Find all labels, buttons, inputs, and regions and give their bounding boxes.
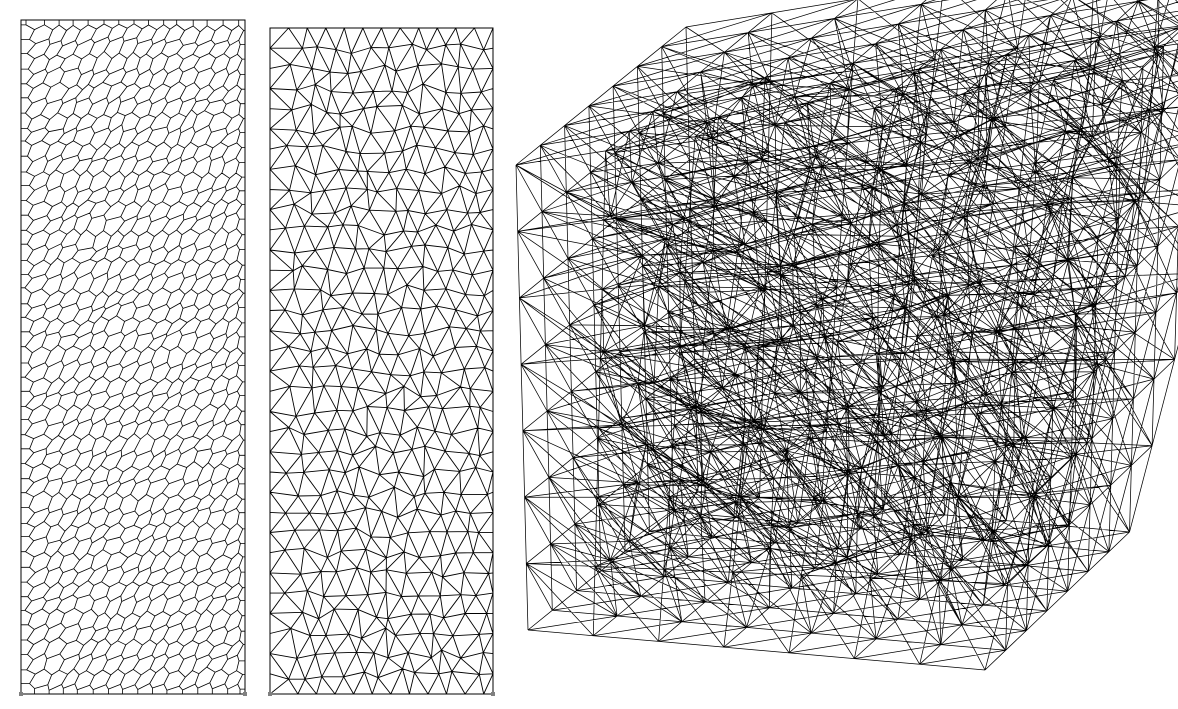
corner-marker xyxy=(268,692,272,696)
triangle-mesh-panel xyxy=(268,27,495,696)
triangle-mesh-boundary xyxy=(269,27,494,695)
polygon-mesh-edges xyxy=(21,20,245,694)
corner-marker xyxy=(243,692,247,696)
tetrahedral-mesh-panel xyxy=(515,0,1178,671)
corner-marker xyxy=(491,692,495,696)
corner-marker xyxy=(19,692,23,696)
polygon-mesh-boundary xyxy=(20,19,246,695)
tetrahedral-mesh-edges xyxy=(515,0,1178,671)
polygonal-mesh-panel xyxy=(19,19,247,696)
